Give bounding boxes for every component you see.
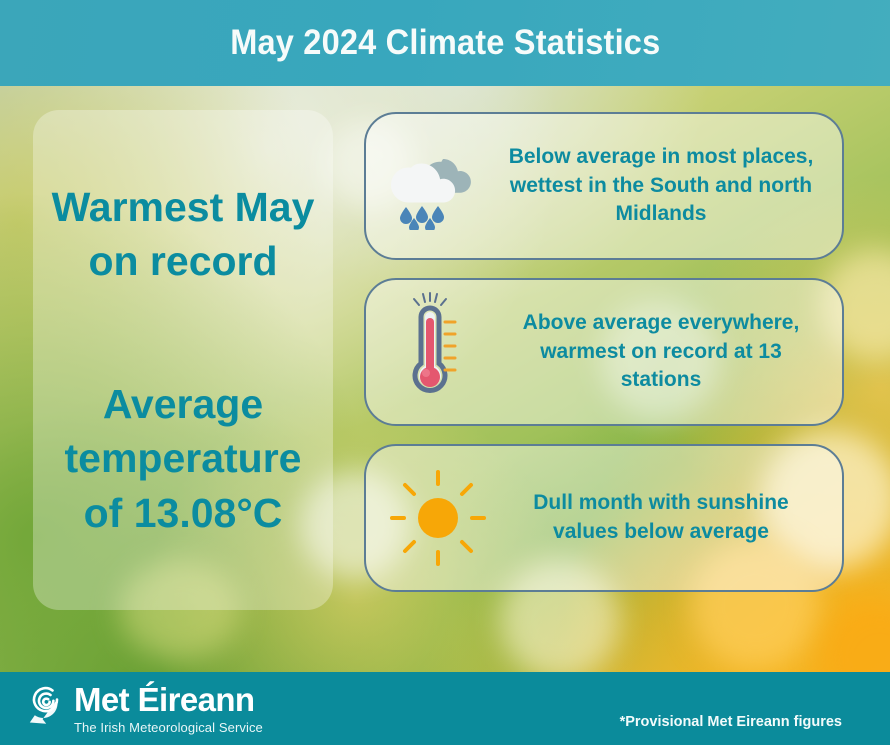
- headline-stat-average-temperature: Average temperature of 13.08°C: [64, 381, 302, 536]
- header-bar: May 2024 Climate Statistics: [0, 0, 890, 86]
- stat-card-rainfall-text: Below average in most places, wettest in…: [508, 144, 814, 226]
- stat-card-temperature-text: Above average everywhere, warmest on rec…: [522, 310, 800, 392]
- stat-card-rainfall: Below average in most places, wettest in…: [364, 112, 844, 260]
- rain-cloud-icon: [376, 142, 500, 230]
- stat-card-sunshine: Dull month with sunshine values below av…: [364, 444, 844, 592]
- stat-card-sunshine-text: Dull month with sunshine values below av…: [533, 491, 789, 543]
- spiral-logo-icon: [29, 686, 59, 724]
- thermometer-icon: [376, 292, 500, 412]
- stat-card-list: Below average in most places, wettest in…: [364, 112, 844, 592]
- stat-card-temperature: Above average everywhere, warmest on rec…: [364, 278, 844, 426]
- page-title: May 2024 Climate Statistics: [229, 23, 661, 62]
- headline-stats-panel: Warmest May on record Average temperatur…: [33, 110, 333, 610]
- headline-stat-warmest: Warmest May on record: [51, 184, 315, 285]
- logo-tagline: The Irish Meteorological Service: [74, 720, 263, 735]
- met-eireann-logo: Met Éireann The Irish Meteorological Ser…: [24, 680, 263, 734]
- sun-icon: [376, 470, 500, 566]
- logo-name: Met Éireann: [74, 681, 255, 718]
- footer-note: *Provisional Met Eireann figures: [619, 714, 842, 730]
- footer-bar: Met Éireann The Irish Meteorological Ser…: [0, 672, 890, 745]
